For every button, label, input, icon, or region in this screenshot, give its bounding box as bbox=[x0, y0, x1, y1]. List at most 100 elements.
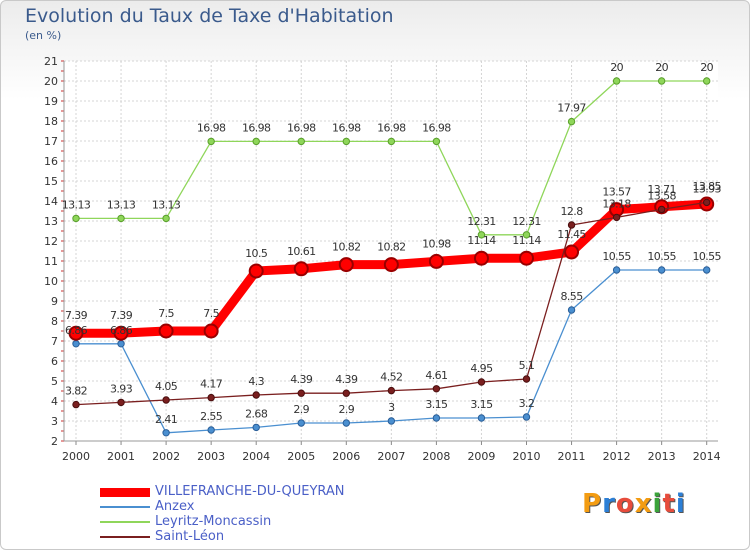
data-point bbox=[72, 340, 80, 348]
data-point bbox=[519, 250, 534, 266]
data-label: 6.86 bbox=[65, 324, 88, 337]
x-tick-label: 2001 bbox=[107, 450, 135, 463]
data-label: 16.98 bbox=[197, 121, 226, 134]
data-label: 13.13 bbox=[107, 198, 136, 211]
data-label: 7.5 bbox=[203, 307, 219, 320]
y-tick-label: 12 bbox=[44, 235, 58, 248]
data-point bbox=[703, 77, 711, 85]
data-point bbox=[162, 429, 170, 437]
logo-letter: o bbox=[615, 489, 635, 519]
data-label: 20 bbox=[655, 61, 668, 74]
data-label: 4.17 bbox=[200, 378, 223, 391]
data-label: 16.98 bbox=[242, 121, 271, 134]
data-label: 13.13 bbox=[152, 198, 181, 211]
data-point bbox=[338, 257, 354, 273]
legend-swatch bbox=[100, 487, 150, 497]
x-tick-label: 2010 bbox=[513, 450, 541, 463]
data-label: 20 bbox=[700, 61, 713, 74]
data-label: 10.61 bbox=[287, 245, 316, 258]
y-tick-label: 21 bbox=[44, 55, 58, 68]
data-point bbox=[207, 137, 215, 146]
logo-letter: i bbox=[652, 489, 663, 519]
data-label: 10.82 bbox=[377, 241, 406, 254]
data-point bbox=[248, 263, 264, 279]
data-point bbox=[564, 244, 580, 260]
data-point bbox=[252, 137, 260, 146]
legend-swatch bbox=[100, 521, 150, 523]
data-point bbox=[207, 426, 215, 434]
x-tick-label: 2014 bbox=[693, 450, 721, 463]
y-tick-label: 8 bbox=[51, 315, 58, 328]
data-label: 4.39 bbox=[290, 373, 313, 386]
data-point bbox=[297, 419, 305, 427]
data-point bbox=[703, 266, 711, 274]
y-tick-label: 14 bbox=[44, 195, 58, 208]
data-label: 10.98 bbox=[422, 237, 451, 250]
y-tick-label: 19 bbox=[44, 95, 58, 108]
data-point bbox=[117, 214, 125, 223]
data-label: 13.85 bbox=[692, 180, 721, 193]
x-tick-label: 2009 bbox=[467, 450, 495, 463]
data-label: 12.31 bbox=[512, 215, 541, 228]
data-label: 7.39 bbox=[65, 309, 88, 322]
y-tick-label: 20 bbox=[44, 75, 58, 88]
data-point bbox=[203, 323, 219, 339]
data-point bbox=[72, 214, 80, 223]
data-point bbox=[383, 257, 399, 273]
legend-swatch bbox=[100, 506, 150, 508]
logo-letter: i bbox=[675, 489, 686, 519]
data-label: 13.13 bbox=[62, 198, 91, 211]
data-point bbox=[473, 250, 489, 266]
data-label: 12.31 bbox=[467, 215, 496, 228]
x-tick-label: 2011 bbox=[558, 450, 586, 463]
data-point bbox=[117, 398, 125, 407]
data-label: 16.98 bbox=[287, 121, 316, 134]
data-label: 10.55 bbox=[647, 250, 676, 263]
data-point bbox=[293, 261, 309, 277]
data-point bbox=[522, 375, 531, 383]
data-label: 2.9 bbox=[293, 403, 309, 416]
data-point bbox=[162, 214, 170, 223]
logo-letter: x bbox=[634, 489, 653, 519]
data-label: 3.93 bbox=[110, 382, 133, 395]
data-point bbox=[387, 386, 396, 395]
data-label: 7.39 bbox=[110, 309, 133, 322]
series-saint-l-on bbox=[72, 198, 711, 409]
x-tick-label: 2002 bbox=[152, 450, 180, 463]
x-tick-label: 2004 bbox=[242, 450, 270, 463]
series-anzex bbox=[72, 266, 711, 437]
x-tick-label: 2012 bbox=[603, 450, 631, 463]
data-label: 11.14 bbox=[467, 234, 496, 247]
data-label: 13.93 bbox=[692, 182, 721, 195]
unit-label: (en %) bbox=[25, 29, 62, 42]
data-point bbox=[477, 378, 486, 386]
data-label: 13.57 bbox=[602, 186, 631, 199]
data-point bbox=[207, 393, 215, 402]
data-label: 4.95 bbox=[470, 362, 493, 375]
data-point bbox=[612, 77, 621, 85]
y-tick-label: 10 bbox=[44, 275, 58, 288]
data-point bbox=[113, 325, 129, 341]
x-tick-label: 2007 bbox=[377, 450, 405, 463]
data-point bbox=[432, 385, 441, 393]
y-tick-label: 5 bbox=[51, 375, 58, 388]
x-tick-label: 2006 bbox=[332, 450, 360, 463]
series-villefranche-du-queyran bbox=[68, 196, 715, 341]
y-tick-label: 16 bbox=[44, 155, 58, 168]
data-label: 4.05 bbox=[155, 380, 178, 393]
y-tick-label: 3 bbox=[51, 415, 58, 428]
y-tick-label: 11 bbox=[44, 255, 58, 268]
data-label: 4.3 bbox=[248, 375, 264, 388]
data-label: 3.15 bbox=[470, 398, 493, 411]
data-label: 10.82 bbox=[332, 241, 361, 254]
data-label: 3 bbox=[388, 401, 395, 414]
data-label: 4.39 bbox=[335, 373, 358, 386]
data-label: 3.15 bbox=[425, 398, 448, 411]
logo-letter: t bbox=[662, 489, 676, 519]
data-point bbox=[162, 396, 170, 404]
logo-letter: r bbox=[602, 489, 616, 519]
data-label: 10.55 bbox=[602, 250, 631, 263]
y-tick-label: 9 bbox=[51, 295, 58, 308]
y-tick-label: 15 bbox=[44, 175, 58, 188]
x-tick-label: 2013 bbox=[648, 450, 676, 463]
